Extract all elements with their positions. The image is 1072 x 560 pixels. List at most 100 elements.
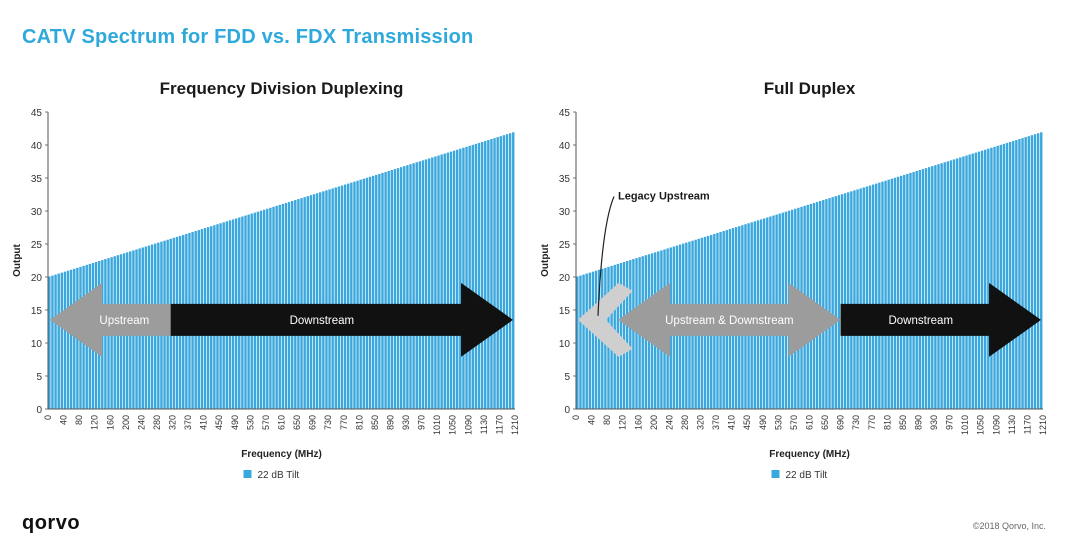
data-bar xyxy=(306,196,309,409)
x-tick-label: 370 xyxy=(183,415,193,430)
x-tick-label: 1010 xyxy=(432,415,442,435)
legacy-upstream-arrow xyxy=(578,282,633,357)
data-bar xyxy=(865,186,869,409)
data-bar xyxy=(57,273,60,409)
x-tick-label: 490 xyxy=(758,415,768,430)
data-bar xyxy=(847,192,850,409)
y-axis-label: Output xyxy=(540,243,551,276)
x-tick-label: 890 xyxy=(913,415,923,430)
data-bar xyxy=(579,275,582,409)
x-tick-label: 570 xyxy=(789,415,799,430)
qorvo-logo: qorvo xyxy=(22,512,81,534)
downstream-label: Downstream xyxy=(290,315,355,327)
x-tick-label: 0 xyxy=(43,415,53,420)
data-bar xyxy=(459,148,462,409)
data-bar xyxy=(350,182,353,409)
y-tick-label: 0 xyxy=(36,405,42,416)
data-bar xyxy=(449,151,453,410)
y-tick-label: 10 xyxy=(559,339,571,350)
data-bar xyxy=(54,274,57,409)
y-tick-label: 45 xyxy=(31,108,43,119)
data-bar xyxy=(921,169,925,409)
x-tick-label: 730 xyxy=(851,415,861,430)
data-bar xyxy=(632,259,635,409)
data-bar xyxy=(393,169,397,409)
data-bar xyxy=(331,188,334,409)
x-tick-label: 1090 xyxy=(463,415,473,435)
y-tick-label: 35 xyxy=(559,174,571,185)
data-bar xyxy=(468,145,471,409)
x-tick-label: 1210 xyxy=(510,415,520,435)
x-tick-label: 240 xyxy=(664,415,674,430)
data-bar xyxy=(822,200,825,409)
copyright-text: ©2018 Qorvo, Inc. xyxy=(972,521,1046,531)
x-tick-label: 810 xyxy=(882,415,892,430)
downstream-arrow xyxy=(840,282,1041,357)
data-bar xyxy=(818,201,822,409)
upstream-downstream-label: Upstream & Downstream xyxy=(665,315,793,327)
x-tick-label: 530 xyxy=(245,415,255,430)
data-bar xyxy=(597,269,601,409)
data-bar xyxy=(946,161,950,409)
data-bar xyxy=(446,152,450,409)
data-bar xyxy=(1015,140,1018,409)
x-tick-label: 370 xyxy=(711,415,721,430)
data-bar xyxy=(878,182,881,409)
data-bar xyxy=(918,170,922,409)
x-tick-label: 320 xyxy=(168,415,178,430)
data-bar xyxy=(1033,134,1037,409)
data-bar xyxy=(477,142,481,409)
chart-title: Full Duplex xyxy=(764,79,856,98)
x-tick-label: 610 xyxy=(277,415,287,430)
data-bar xyxy=(427,158,431,409)
y-tick-label: 15 xyxy=(559,306,571,317)
data-bar xyxy=(903,174,906,409)
data-bar xyxy=(378,173,381,409)
data-bar xyxy=(952,159,956,409)
y-tick-label: 25 xyxy=(559,240,571,251)
data-bar xyxy=(440,154,443,409)
data-bar xyxy=(455,149,459,409)
data-bar xyxy=(431,157,434,409)
data-bar xyxy=(983,149,987,409)
data-bar xyxy=(375,174,378,409)
legend-label: 22 dB Tilt xyxy=(258,470,300,481)
data-bar xyxy=(493,138,496,409)
x-tick-label: 1050 xyxy=(976,415,986,435)
data-bar xyxy=(931,166,934,409)
x-tick-label: 770 xyxy=(867,415,877,430)
x-tick-label: 930 xyxy=(401,415,411,430)
data-bar xyxy=(412,163,415,409)
data-bar xyxy=(496,137,499,409)
y-tick-label: 30 xyxy=(31,207,43,218)
data-bar xyxy=(850,191,853,409)
data-bar xyxy=(403,166,406,409)
x-tick-label: 650 xyxy=(292,415,302,430)
data-bar xyxy=(399,167,403,409)
data-bar xyxy=(987,148,990,409)
x-tick-label: 730 xyxy=(323,415,333,430)
y-tick-label: 5 xyxy=(36,372,42,383)
data-bar xyxy=(881,181,884,409)
data-bar xyxy=(949,160,953,409)
data-bar xyxy=(955,158,959,409)
x-tick-label: 770 xyxy=(339,415,349,430)
x-tick-label: 280 xyxy=(680,415,690,430)
data-bar xyxy=(934,165,937,409)
data-bar xyxy=(365,177,369,409)
data-bar xyxy=(1036,133,1040,409)
data-bar xyxy=(73,268,76,409)
x-tick-label: 200 xyxy=(649,415,659,430)
data-bar xyxy=(356,180,359,409)
data-bar xyxy=(959,157,962,409)
x-tick-label: 280 xyxy=(152,415,162,430)
data-bar xyxy=(582,274,585,409)
data-bar xyxy=(353,181,356,409)
x-tick-label: 1210 xyxy=(1038,415,1048,435)
data-bar xyxy=(843,193,847,409)
data-bar xyxy=(465,146,468,409)
x-tick-label: 240 xyxy=(136,415,146,430)
x-tick-label: 120 xyxy=(618,415,628,430)
data-bar xyxy=(853,190,856,409)
data-bar xyxy=(937,164,940,409)
